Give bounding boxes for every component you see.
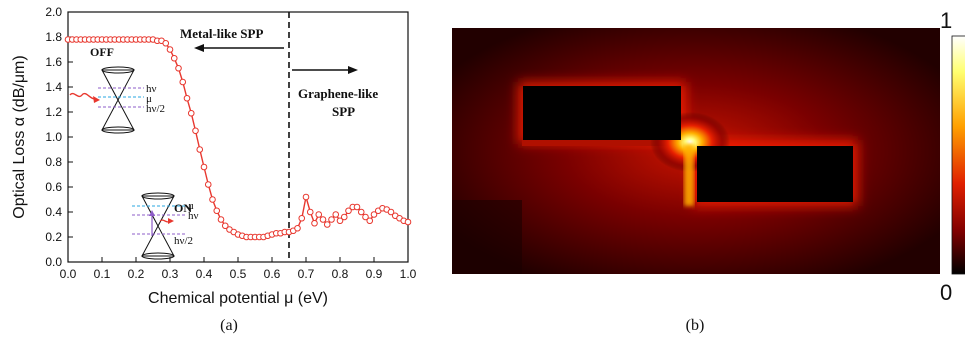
y-tick-label: 1.0 (45, 130, 62, 144)
data-point (179, 78, 187, 86)
y-tick-label: 0.4 (45, 205, 62, 219)
data-point (192, 127, 199, 135)
graphene-like-annotation: Graphene-like SPP (292, 66, 378, 119)
off-mu-label: μ (146, 93, 152, 105)
x-tick-label: 0.7 (298, 267, 315, 281)
data-point (328, 216, 335, 223)
data-point (187, 109, 195, 117)
colorbar-tick-max: 1 (940, 8, 952, 33)
x-tick-label: 0.8 (332, 267, 349, 281)
data-point (162, 39, 170, 47)
x-axis-label: Chemical potential μ (eV) (148, 290, 328, 307)
data-point (370, 211, 378, 218)
on-state-inset: ON μ hν hν/2 (132, 192, 199, 260)
data-point (340, 213, 348, 221)
y-tick-label: 2.0 (45, 5, 62, 19)
x-tick-label: 0.3 (162, 267, 179, 281)
x-tick-label: 0.4 (196, 267, 213, 281)
data-point (404, 218, 412, 226)
on-mu-label: μ (188, 200, 194, 212)
y-tick-label: 1.8 (45, 30, 62, 44)
data-point (298, 214, 306, 222)
x-axis-ticks: 0.0 0.1 0.2 0.3 0.4 0.5 0.6 0.7 0.8 0.9 1.0 (60, 257, 417, 281)
graphene-like-arrowhead (348, 66, 358, 74)
x-tick-label: 0.6 (264, 267, 281, 281)
data-point (362, 213, 369, 221)
data-point (302, 193, 310, 201)
data-point (209, 196, 216, 203)
panel-b-field-map: 1 0 (b) (452, 8, 965, 334)
gap-slot (522, 140, 700, 146)
panel-a-line-chart: 0.0 0.1 0.2 0.3 0.4 0.5 0.6 0.7 0.8 0.9 1.0 0.0 0.2… (11, 5, 417, 334)
metal-like-annotation: Metal-like SPP (180, 26, 284, 52)
data-point (170, 54, 178, 62)
data-point (311, 219, 318, 227)
plot-frame (67, 11, 409, 263)
data-point (345, 207, 352, 215)
y-tick-label: 0.8 (45, 155, 62, 169)
data-point (332, 211, 340, 218)
data-point (319, 216, 327, 223)
y-tick-label: 0.2 (45, 230, 62, 244)
series-markers (64, 36, 412, 241)
on-cone-icon (132, 192, 186, 260)
off-hv2-label: hν/2 (146, 103, 165, 115)
waveguide-core-upper (523, 86, 681, 140)
vertical-hotspot-strip (684, 144, 694, 206)
waveguide-core-lower (697, 146, 853, 202)
data-point (213, 207, 221, 215)
y-axis-label: Optical Loss α (dB/μm) (11, 55, 28, 218)
x-tick-label: 0.5 (230, 267, 247, 281)
data-point (294, 224, 301, 232)
metal-like-label: Metal-like SPP (180, 26, 263, 41)
y-tick-label: 1.6 (45, 55, 62, 69)
data-point (183, 94, 191, 102)
y-axis-ticks: 0.0 0.2 0.4 0.6 0.8 1.0 1.2 1.4 1.6 1.8 2.0 (45, 5, 73, 269)
data-point (200, 163, 208, 171)
off-state-inset: OFF hν μ hν/2 (69, 45, 165, 134)
data-point (175, 64, 182, 72)
field-map-dark-left (452, 200, 522, 274)
y-tick-label: 0.6 (45, 180, 62, 194)
data-point (217, 216, 225, 223)
data-point (357, 208, 365, 216)
data-point (196, 146, 204, 153)
y-tick-label: 1.4 (45, 80, 62, 94)
data-point (306, 208, 314, 216)
data-point (204, 181, 212, 188)
data-point (353, 203, 361, 211)
data-point (323, 221, 331, 228)
graphene-like-label-line1: Graphene-like (298, 86, 378, 101)
off-label: OFF (90, 45, 114, 59)
colorbar-tick-min: 0 (940, 280, 952, 305)
x-tick-label: 0.0 (60, 267, 77, 281)
data-point (366, 217, 374, 225)
data-point (166, 46, 174, 53)
metal-like-arrowhead (194, 44, 204, 52)
data-point (315, 211, 323, 218)
off-hv-label: hν (146, 83, 157, 95)
panel-a-caption: (a) (220, 317, 238, 334)
x-tick-label: 1.0 (400, 267, 417, 281)
colorbar (951, 35, 965, 275)
data-point (221, 222, 229, 230)
on-label: ON (174, 201, 192, 215)
on-hv2-label: hν/2 (174, 235, 193, 247)
x-tick-label: 0.1 (94, 267, 111, 281)
data-point (387, 208, 395, 216)
data-point (336, 217, 344, 225)
x-tick-label: 0.9 (366, 267, 383, 281)
y-tick-label: 1.2 (45, 105, 62, 119)
x-tick-label: 0.2 (128, 267, 145, 281)
on-hv-label: hν (188, 210, 199, 222)
off-cone-icon (69, 66, 144, 134)
graphene-like-label-line2: SPP (332, 104, 355, 119)
y-tick-label: 0.0 (45, 255, 62, 269)
panel-b-caption: (b) (686, 317, 705, 334)
